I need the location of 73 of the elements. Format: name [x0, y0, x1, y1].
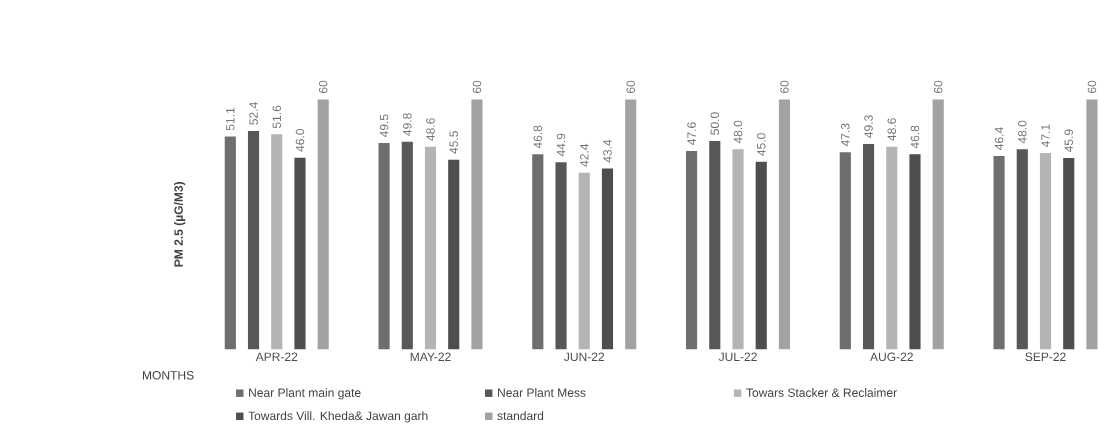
x-tick-label: SEP-22: [1025, 352, 1066, 362]
data-label: 52.4: [249, 102, 258, 125]
bar: [1086, 99, 1098, 350]
legend-label: Near Plant main gate: [249, 388, 361, 400]
bar: [909, 154, 921, 350]
data-label: 51.1: [226, 107, 235, 131]
x-tick-label: AUG-22: [870, 352, 913, 362]
data-label: 46.4: [994, 127, 1004, 150]
bar: [532, 154, 544, 350]
data-label: 60: [780, 80, 789, 93]
bar: [1039, 153, 1052, 350]
bar: [224, 136, 236, 350]
bar: [424, 146, 437, 350]
data-label: 46.0: [295, 128, 305, 152]
x-axis-title: MONTHS: [143, 370, 194, 380]
bar: [555, 162, 567, 350]
bar: [578, 172, 590, 350]
data-label: 49.3: [864, 115, 873, 138]
bar: [886, 146, 898, 350]
data-label: 47.6: [687, 122, 696, 145]
bar: [1016, 149, 1028, 350]
legend-label: Towards Vill. Kheda& Jawan garh: [248, 411, 428, 423]
bar: [862, 143, 875, 350]
x-tick-label: MAY-22: [410, 352, 451, 361]
bar: [601, 168, 614, 350]
data-label: 48.0: [1018, 120, 1027, 144]
bar: [247, 131, 260, 350]
data-label: 43.4: [603, 139, 612, 163]
data-label: 47.1: [1041, 124, 1050, 148]
bar: [755, 161, 767, 350]
data-label: 45.9: [1064, 129, 1073, 153]
bar: [732, 149, 744, 350]
data-label: 60: [1087, 80, 1097, 93]
bar: [839, 152, 851, 350]
data-label: 49.8: [403, 113, 412, 136]
data-label: 44.9: [556, 133, 566, 157]
bar: [378, 143, 390, 350]
data-label: 48.0: [733, 120, 743, 144]
legend-label: Near Plant Mess: [498, 388, 586, 397]
data-label: 60: [318, 80, 328, 93]
bar: [778, 99, 791, 350]
bar: [625, 99, 637, 350]
bar: [471, 99, 483, 350]
x-tick-label: JUN-22: [564, 352, 605, 362]
data-label: 45.0: [756, 133, 766, 156]
data-label: 46.8: [533, 125, 543, 149]
x-tick-label: JUL-22: [718, 352, 757, 362]
data-label: 49.5: [379, 114, 389, 138]
bar: [317, 99, 329, 350]
x-tick-label: APR-22: [255, 352, 298, 361]
bar: [1063, 158, 1075, 350]
data-label: 60: [626, 80, 635, 93]
bar: [685, 151, 698, 350]
bar: [993, 156, 1005, 350]
bar: [448, 159, 460, 350]
data-label: 45.5: [449, 131, 458, 154]
y-axis-title: PM 2.5 (µG/M3): [174, 182, 186, 267]
bar: [401, 141, 413, 350]
data-label: 48.6: [887, 118, 897, 141]
data-label: 50.0: [710, 112, 720, 135]
legend-label: standard: [497, 411, 544, 421]
bar: [294, 157, 306, 350]
data-label: 46.8: [910, 125, 920, 149]
data-label: 48.6: [426, 118, 435, 141]
data-label: 42.4: [580, 143, 589, 167]
data-label: 47.3: [841, 123, 850, 147]
data-label: 60: [933, 80, 943, 93]
legend-label: Towars Stacker & Reclaimer: [746, 388, 897, 397]
bar: [709, 141, 721, 350]
bar: [271, 134, 283, 350]
data-label: 51.6: [272, 105, 282, 129]
bar: [932, 99, 944, 350]
data-label: 60: [472, 80, 482, 93]
